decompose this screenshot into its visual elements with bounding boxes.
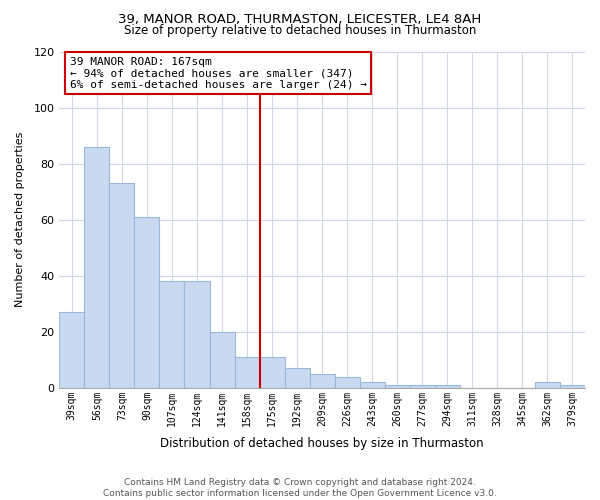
Bar [284, 368, 310, 388]
Text: 39, MANOR ROAD, THURMASTON, LEICESTER, LE4 8AH: 39, MANOR ROAD, THURMASTON, LEICESTER, L… [118, 12, 482, 26]
Bar [535, 382, 560, 388]
Bar [59, 312, 85, 388]
Bar [160, 282, 184, 388]
Bar [184, 282, 209, 388]
Text: 39 MANOR ROAD: 167sqm
← 94% of detached houses are smaller (347)
6% of semi-deta: 39 MANOR ROAD: 167sqm ← 94% of detached … [70, 56, 367, 90]
Bar [335, 376, 360, 388]
Bar [360, 382, 385, 388]
Bar [134, 217, 160, 388]
Bar [310, 374, 335, 388]
Bar [410, 385, 435, 388]
X-axis label: Distribution of detached houses by size in Thurmaston: Distribution of detached houses by size … [160, 437, 484, 450]
Bar [435, 385, 460, 388]
Text: Contains HM Land Registry data © Crown copyright and database right 2024.
Contai: Contains HM Land Registry data © Crown c… [103, 478, 497, 498]
Bar [209, 332, 235, 388]
Text: Size of property relative to detached houses in Thurmaston: Size of property relative to detached ho… [124, 24, 476, 37]
Bar [85, 147, 109, 388]
Bar [560, 385, 585, 388]
Bar [235, 357, 260, 388]
Bar [109, 183, 134, 388]
Y-axis label: Number of detached properties: Number of detached properties [15, 132, 25, 308]
Bar [385, 385, 410, 388]
Bar [260, 357, 284, 388]
